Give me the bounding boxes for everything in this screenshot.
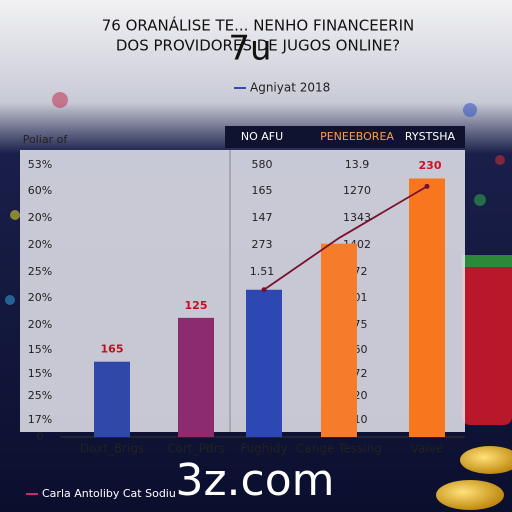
line <box>263 185 428 291</box>
casino-chips <box>436 255 512 510</box>
table-cell: 13.9 <box>345 158 370 171</box>
table-cell: 15% <box>28 343 52 356</box>
table-header <box>225 126 465 148</box>
table-cell: 53% <box>28 158 52 171</box>
table-cell: 580 <box>252 158 273 171</box>
bar <box>246 289 282 437</box>
table-header-cell: NO AFU <box>241 130 283 143</box>
bar <box>321 243 357 437</box>
table-cell: 165 <box>252 184 273 197</box>
table-cell: 20% <box>28 238 52 251</box>
table-cell: 25% <box>28 389 52 402</box>
x-tick-label: Cange Tessing <box>296 442 382 456</box>
table-cell: 1270 <box>343 184 371 197</box>
watermark: 3z.com <box>175 455 334 506</box>
bokeh <box>5 92 505 305</box>
chart-panel <box>20 150 465 432</box>
bar <box>409 178 445 438</box>
table-cell: 1.51 <box>250 265 275 278</box>
table-cell: 273 <box>252 238 273 251</box>
x-tick-label: Cort_Pdrs <box>167 442 224 456</box>
table-cell: 230 <box>419 159 442 172</box>
overlay-text: 7u <box>228 29 271 69</box>
line-point <box>261 287 267 293</box>
table-header-cell: RYSTSHA <box>405 130 456 143</box>
title-line: 76 ORANÁLISE TE... NENHO FINANCEERIN <box>102 16 415 35</box>
table-cell: 147 <box>252 211 273 224</box>
table-cell: 25% <box>28 265 52 278</box>
data-label: 125 <box>185 299 208 312</box>
bar <box>178 317 214 437</box>
table-header-cell: Poliar of <box>23 133 69 146</box>
x-tick-label: Vaive <box>411 442 443 456</box>
line-point <box>424 183 430 189</box>
title-line: DOS PROVIDORES DE JUGOS ONLINE? <box>116 37 400 55</box>
x-tick-label: Doxt_Brigs <box>80 442 144 456</box>
table-cell: 20% <box>28 211 52 224</box>
table-cell: 60% <box>28 184 52 197</box>
table-cell: 15% <box>28 367 52 380</box>
legend-label: Agniyat 2018 <box>250 81 330 95</box>
table-cell: 20% <box>28 318 52 331</box>
table-cell: 0 <box>37 430 44 443</box>
bar <box>94 361 130 437</box>
table-cell: 1343 <box>343 211 371 224</box>
table-cell: 20% <box>28 291 52 304</box>
footer-text: Carla Antoliby Cat Sodiu <box>42 487 176 500</box>
table-header-cell: PENEEBOREA <box>320 130 394 143</box>
table-cell: 17% <box>28 413 52 426</box>
x-tick-label: Fughidy <box>240 442 287 456</box>
data-label: 165 <box>101 343 124 356</box>
